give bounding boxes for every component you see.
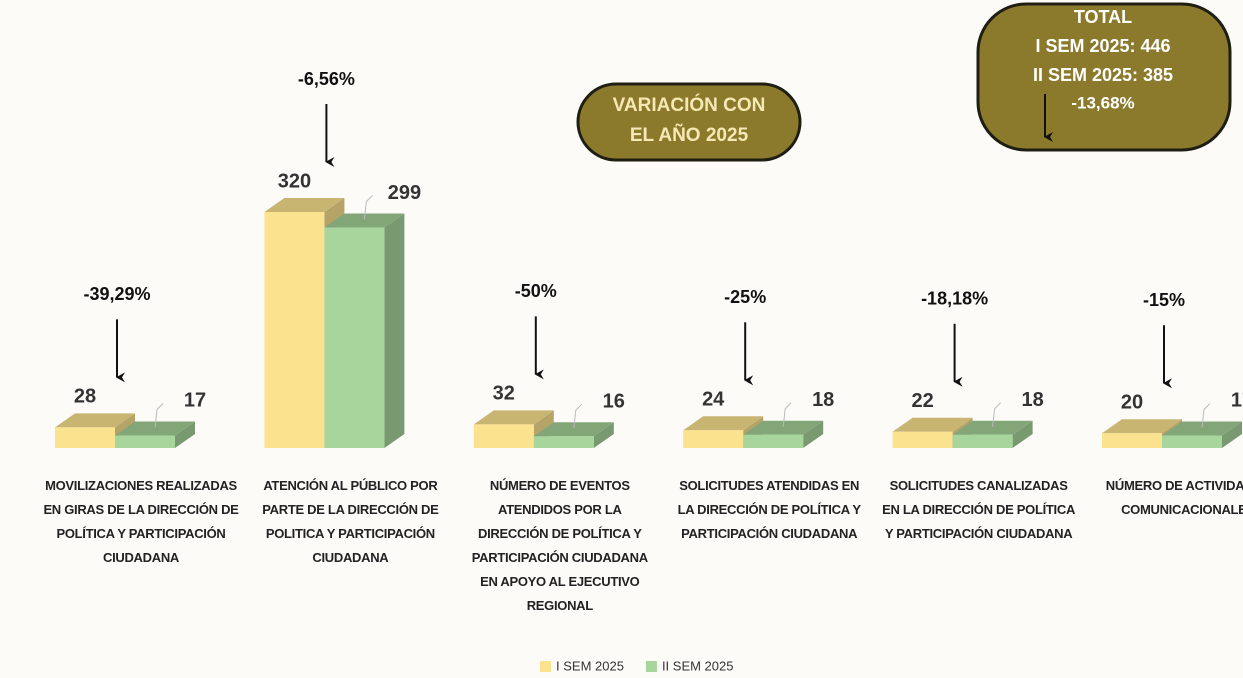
bar-top	[533, 422, 614, 437]
category-label: NÚMERO DE EVENTOS ATENDIDOS POR LA DIREC…	[471, 478, 648, 613]
total-box	[976, 2, 1232, 152]
value-label: 17	[1231, 390, 1243, 412]
total-text: II SEM 2025: 385	[1033, 65, 1173, 85]
leader-line	[782, 402, 792, 427]
bar	[1162, 435, 1222, 448]
leader-line	[992, 402, 1001, 427]
value-label: 16	[603, 390, 625, 412]
variation-label: -6,56%	[298, 69, 355, 89]
bar	[324, 227, 385, 448]
bar-top	[55, 413, 135, 428]
variation-box	[576, 82, 802, 162]
category-label: MOVILIZACIONES REALIZADAS EN GIRAS DE LA…	[43, 478, 239, 565]
bar	[743, 434, 804, 448]
value-label: 17	[184, 390, 206, 412]
bar-top	[324, 213, 405, 228]
bar	[892, 431, 953, 448]
bar	[473, 424, 534, 448]
legend-label: II SEM 2025	[662, 658, 734, 673]
variation-label: -39,29%	[83, 284, 150, 304]
value-label: 32	[493, 383, 515, 405]
bar	[1102, 433, 1162, 448]
bar-top	[743, 420, 824, 435]
bar-top	[1162, 421, 1242, 436]
bar-side	[803, 420, 824, 448]
category-label: SOLICITUDES ATENDIDAS EN LA DIRECCIÓN DE…	[677, 478, 861, 541]
category-label: ATENCIÓN AL PÚBLICO POR PARTE DE LA DIRE…	[262, 478, 439, 565]
bar-top	[264, 198, 345, 212]
category-label: NÚMERO DE ACTIVIDADES COMUNICACIONALES	[1105, 478, 1243, 517]
legend-label: I SEM 2025	[556, 658, 624, 673]
bar-side	[1012, 420, 1033, 448]
total-text: -13,68%	[1071, 93, 1134, 112]
bar-side	[1222, 421, 1242, 448]
bar	[115, 435, 175, 448]
variation-text: EL AÑO 2025	[630, 124, 749, 146]
value-label: 28	[74, 386, 96, 408]
variation-text: VARIACIÓN CON	[613, 94, 766, 116]
value-label: 320	[278, 170, 311, 192]
leader-line	[573, 403, 583, 429]
bar-top	[892, 417, 973, 432]
bar-top	[952, 420, 1033, 435]
bar-top	[683, 416, 764, 431]
value-label: 24	[702, 389, 725, 411]
leader-line	[154, 403, 164, 428]
bar	[683, 430, 744, 448]
value-label: 299	[388, 182, 421, 204]
value-label: 20	[1121, 392, 1143, 414]
total-text: TOTAL	[1074, 7, 1132, 27]
bar	[264, 212, 325, 448]
bar-side	[593, 422, 614, 448]
bar	[533, 436, 594, 448]
bar-top	[115, 421, 195, 436]
bar-side	[384, 213, 405, 448]
leader-line	[1201, 403, 1211, 428]
variation-label: -15%	[1143, 290, 1185, 310]
legend-swatch	[540, 661, 551, 672]
bar	[55, 427, 115, 448]
category-label: SOLICITUDES CANALIZADAS EN LA DIRECCIÓN …	[882, 478, 1076, 541]
variation-label: -25%	[724, 287, 766, 307]
bar-side	[175, 421, 195, 448]
value-label: 22	[911, 390, 933, 412]
legend-swatch	[645, 661, 657, 672]
bar	[952, 434, 1013, 448]
variation-label: -50%	[515, 281, 557, 301]
variation-label: -18,18%	[921, 289, 988, 309]
bar-top	[473, 410, 554, 425]
value-label: 18	[1021, 389, 1043, 411]
bar-top	[1102, 419, 1182, 434]
leader-line	[363, 195, 373, 220]
total-text: I SEM 2025: 446	[1035, 36, 1170, 56]
value-label: 18	[812, 389, 834, 411]
